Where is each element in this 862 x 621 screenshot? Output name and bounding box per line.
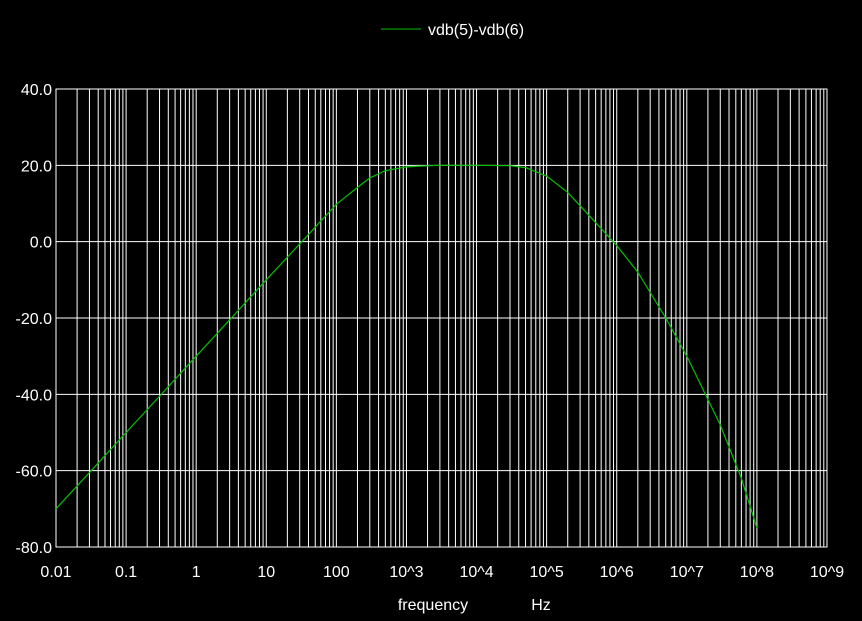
- x-tick-label: 0.1: [115, 564, 137, 581]
- x-tick-label: 10^8: [740, 564, 774, 581]
- x-tick-label: 10: [257, 564, 275, 581]
- x-tick-label: 10^7: [670, 564, 704, 581]
- x-tick-labels: 0.01 0.1 1 10 100 10^3 10^4 10^5 10^6 10^7 10^8 10^…: [40, 564, 844, 581]
- x-tick-label: 10^6: [600, 564, 634, 581]
- x-tick-label: 10^9: [810, 564, 844, 581]
- plot-border: [55, 88, 828, 548]
- y-tick-label: -60.0: [16, 464, 53, 481]
- y-tick-label: -40.0: [16, 387, 53, 404]
- x-tick-label: 100: [323, 564, 350, 581]
- y-tick-label: -20.0: [16, 311, 53, 328]
- x-tick-label: 1: [192, 564, 201, 581]
- legend: vdb(5)-vdb(6): [381, 22, 524, 39]
- x-tick-label: 0.01: [40, 564, 71, 581]
- y-tick-label: 0.0: [30, 235, 52, 252]
- y-tick-label: 40.0: [21, 82, 52, 99]
- y-tick-label: 20.0: [21, 158, 52, 175]
- series-layer: [55, 164, 758, 529]
- legend-label-series: vdb(5)-vdb(6): [428, 22, 524, 39]
- series-line-0: [55, 164, 758, 529]
- x-axis-unit: Hz: [531, 597, 551, 614]
- x-tick-label: 10^5: [530, 564, 564, 581]
- y-tick-label: -80.0: [16, 540, 53, 557]
- y-tick-labels: 40.0 20.0 0.0 -20.0 -40.0 -60.0 -80.0: [16, 82, 53, 557]
- grid: [55, 88, 827, 548]
- x-tick-label: 10^4: [459, 564, 493, 581]
- x-tick-label: 10^3: [389, 564, 423, 581]
- x-axis-label: frequency: [398, 597, 468, 614]
- plot-frame: [55, 88, 828, 548]
